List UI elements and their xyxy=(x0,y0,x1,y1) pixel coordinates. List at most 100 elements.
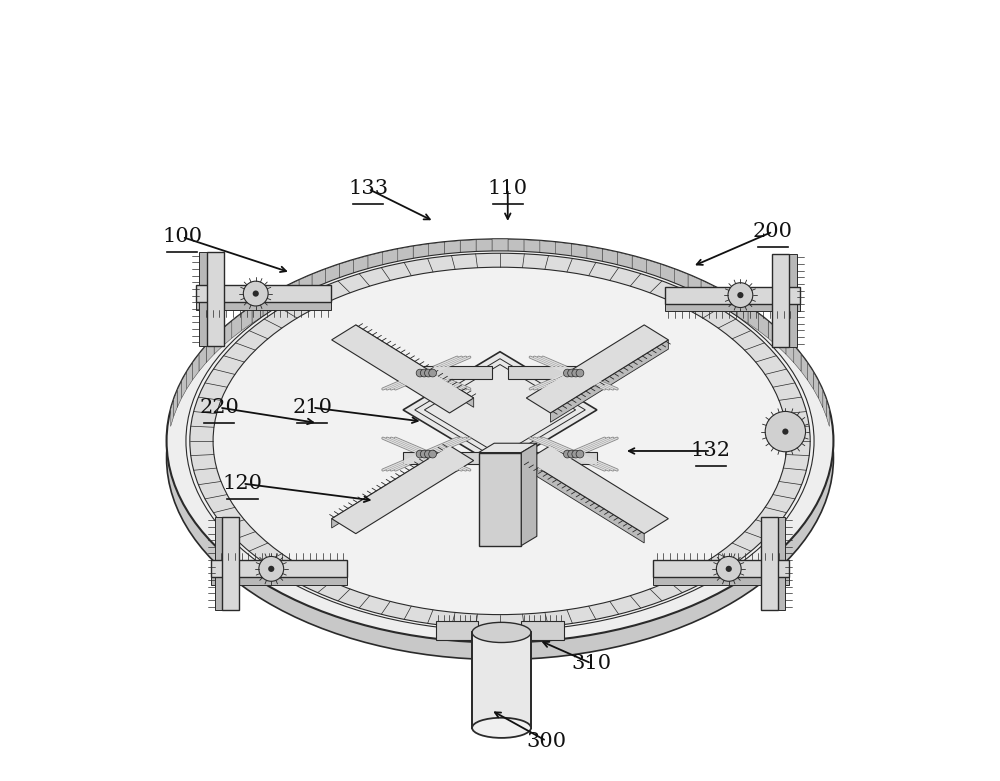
Circle shape xyxy=(420,450,428,458)
Polygon shape xyxy=(801,355,808,380)
Circle shape xyxy=(259,556,284,581)
Polygon shape xyxy=(312,269,325,291)
Polygon shape xyxy=(556,242,571,261)
Polygon shape xyxy=(777,329,786,355)
Polygon shape xyxy=(192,355,199,380)
Circle shape xyxy=(782,429,788,435)
Polygon shape xyxy=(252,299,263,323)
Polygon shape xyxy=(368,252,383,273)
Polygon shape xyxy=(701,280,713,303)
Polygon shape xyxy=(325,264,339,286)
Ellipse shape xyxy=(472,718,531,738)
Polygon shape xyxy=(758,313,768,338)
Ellipse shape xyxy=(190,253,810,629)
Circle shape xyxy=(420,369,428,377)
Circle shape xyxy=(564,369,571,377)
Ellipse shape xyxy=(213,267,787,615)
Polygon shape xyxy=(460,240,476,258)
Circle shape xyxy=(253,291,259,297)
Polygon shape xyxy=(187,363,192,389)
Polygon shape xyxy=(665,287,800,304)
Polygon shape xyxy=(332,325,474,413)
Polygon shape xyxy=(171,400,174,426)
Circle shape xyxy=(576,369,584,377)
Polygon shape xyxy=(761,517,778,610)
Polygon shape xyxy=(413,244,429,263)
Polygon shape xyxy=(476,239,492,257)
Circle shape xyxy=(243,281,268,306)
Polygon shape xyxy=(199,252,207,345)
Polygon shape xyxy=(508,366,597,379)
Circle shape xyxy=(416,450,424,458)
Polygon shape xyxy=(242,306,252,330)
Ellipse shape xyxy=(472,622,531,643)
Polygon shape xyxy=(665,304,800,312)
Polygon shape xyxy=(524,240,540,258)
Polygon shape xyxy=(332,446,474,533)
Polygon shape xyxy=(339,260,353,281)
Polygon shape xyxy=(472,633,531,728)
Polygon shape xyxy=(223,321,232,346)
Polygon shape xyxy=(332,446,450,528)
Polygon shape xyxy=(215,517,222,610)
Polygon shape xyxy=(403,351,597,468)
Text: 100: 100 xyxy=(162,227,202,247)
Polygon shape xyxy=(713,286,726,309)
Polygon shape xyxy=(526,446,668,533)
Text: 310: 310 xyxy=(571,654,612,673)
Polygon shape xyxy=(587,246,602,266)
Text: 133: 133 xyxy=(348,180,388,198)
Polygon shape xyxy=(778,517,785,610)
Polygon shape xyxy=(786,337,794,362)
Polygon shape xyxy=(222,517,239,610)
Polygon shape xyxy=(508,451,597,464)
Circle shape xyxy=(572,369,580,377)
Polygon shape xyxy=(232,313,242,338)
Circle shape xyxy=(728,283,753,308)
Polygon shape xyxy=(403,451,492,464)
Polygon shape xyxy=(436,621,478,640)
Ellipse shape xyxy=(186,251,814,631)
Text: 132: 132 xyxy=(691,441,731,461)
Polygon shape xyxy=(675,269,688,291)
Circle shape xyxy=(716,556,741,581)
Circle shape xyxy=(576,450,584,458)
Polygon shape xyxy=(403,366,492,379)
Polygon shape xyxy=(211,560,347,577)
Polygon shape xyxy=(177,381,182,408)
Polygon shape xyxy=(353,256,368,277)
Polygon shape xyxy=(479,452,521,546)
Polygon shape xyxy=(737,299,748,323)
Circle shape xyxy=(765,412,806,451)
Polygon shape xyxy=(263,292,274,316)
Text: 210: 210 xyxy=(292,398,332,417)
Polygon shape xyxy=(299,274,312,297)
Polygon shape xyxy=(429,242,444,261)
Polygon shape xyxy=(196,285,331,302)
Text: 200: 200 xyxy=(753,222,793,241)
Polygon shape xyxy=(196,302,331,310)
Polygon shape xyxy=(826,400,829,426)
Polygon shape xyxy=(818,381,823,408)
Polygon shape xyxy=(479,444,537,452)
Polygon shape xyxy=(540,241,556,259)
Polygon shape xyxy=(772,254,789,347)
Circle shape xyxy=(737,292,743,298)
Polygon shape xyxy=(688,274,701,297)
Polygon shape xyxy=(602,249,617,269)
Text: 300: 300 xyxy=(526,732,567,751)
Polygon shape xyxy=(823,390,826,417)
Circle shape xyxy=(268,565,274,572)
Polygon shape xyxy=(550,340,668,423)
Circle shape xyxy=(425,450,432,458)
Circle shape xyxy=(564,450,571,458)
Polygon shape xyxy=(444,241,460,259)
Text: 220: 220 xyxy=(199,398,239,417)
Polygon shape xyxy=(521,444,537,546)
Circle shape xyxy=(416,369,424,377)
Polygon shape xyxy=(653,560,789,577)
Polygon shape xyxy=(182,372,187,398)
Polygon shape xyxy=(661,264,675,286)
Polygon shape xyxy=(214,329,223,355)
Polygon shape xyxy=(211,577,347,585)
